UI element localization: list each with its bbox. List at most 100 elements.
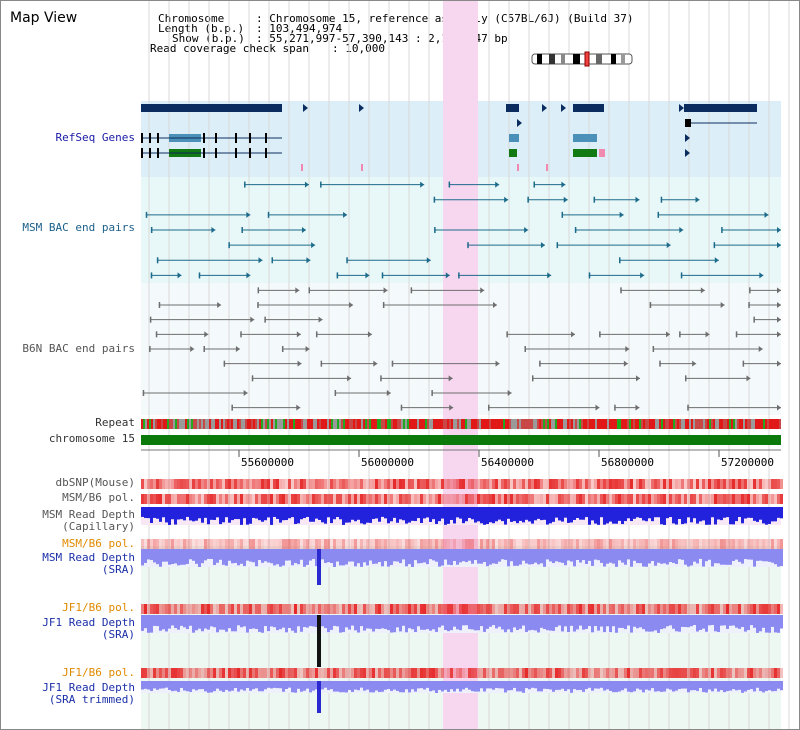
- track-label-jf1-depth-sra[interactable]: JF1 Read Depth: [42, 616, 135, 629]
- depth-bar: [339, 681, 342, 693]
- polymorphism-cell: [396, 494, 399, 504]
- polymorphism-cell: [468, 539, 471, 549]
- depth-bar: [765, 615, 768, 633]
- depth-bar: [750, 615, 753, 626]
- depth-bar: [420, 507, 423, 523]
- msm-bac-pair-end: [150, 227, 153, 233]
- repeat-block: [583, 419, 585, 429]
- track-label-jf1-depth-trim[interactable]: JF1 Read Depth: [42, 681, 135, 694]
- repeat-block: [317, 419, 319, 429]
- depth-bar: [222, 549, 225, 565]
- msm-bac-pair-end: [714, 257, 719, 264]
- depth-bar: [462, 549, 465, 562]
- repeat-block: [319, 419, 321, 429]
- track-label-msm-bac[interactable]: MSM BAC end pairs: [22, 221, 135, 234]
- polymorphism-cell: [249, 539, 252, 549]
- track-label-msm-b6-pol-2[interactable]: MSM/B6 pol.: [62, 537, 135, 550]
- depth-bar: [450, 681, 453, 690]
- repeat-block: [739, 419, 741, 429]
- b6n-bac-pair-end: [149, 316, 152, 323]
- track-label-jf1-b6-pol-1[interactable]: JF1/B6 pol.: [62, 601, 135, 614]
- polymorphism-cell: [267, 668, 270, 678]
- depth-bar: [435, 615, 438, 632]
- depth-bar: [153, 681, 156, 689]
- polymorphism-cell: [567, 494, 570, 504]
- msm-bac-track[interactable]: [145, 181, 781, 279]
- depth-bar: [663, 507, 666, 525]
- depth-bar: [573, 549, 576, 567]
- polymorphism-cell: [741, 668, 744, 678]
- polymorphism-cell: [192, 668, 195, 678]
- depth-bar: [621, 681, 624, 691]
- depth-bar: [213, 507, 216, 520]
- polymorphism-cell: [585, 668, 588, 678]
- depth-bar: [219, 549, 222, 560]
- polymorphism-cell: [687, 668, 690, 678]
- repeat-block: [775, 419, 777, 429]
- depth-bar: [696, 615, 699, 632]
- b6n-bac-pair-end: [203, 346, 205, 352]
- polymorphism-cell: [648, 539, 651, 549]
- repeat-block: [231, 419, 233, 429]
- polymorphism-cell: [411, 604, 414, 614]
- polymorphism-cell: [387, 604, 390, 614]
- repeat-block: [265, 419, 267, 429]
- repeat-block: [513, 419, 515, 429]
- polymorphism-cell: [627, 539, 630, 549]
- polymorphism-cell: [498, 604, 501, 614]
- polymorphism-cell: [705, 604, 708, 614]
- depth-bar: [573, 681, 576, 690]
- depth-bar: [603, 549, 606, 567]
- depth-bar: [615, 681, 618, 693]
- depth-bar: [531, 549, 534, 565]
- depth-bar: [675, 681, 678, 691]
- repeat-block: [411, 419, 413, 429]
- polymorphism-cell: [570, 668, 573, 678]
- track-label-msm-depth-sra[interactable]: MSM Read Depth: [42, 551, 135, 564]
- polymorphism-cell: [264, 668, 267, 678]
- track-label-dbsnp[interactable]: dbSNP(Mouse): [55, 476, 135, 489]
- track-label-msm-depth-cap[interactable]: MSM Read Depth: [42, 508, 135, 521]
- polymorphism-cell: [381, 479, 384, 489]
- polymorphism-cell: [279, 479, 282, 489]
- refseq-gene-track[interactable]: [141, 104, 757, 171]
- depth-bar: [237, 507, 240, 520]
- repeat-block: [333, 419, 335, 429]
- polymorphism-cell: [699, 668, 702, 678]
- repeat-block: [313, 419, 315, 429]
- depth-bar: [612, 507, 615, 524]
- track-label-jf1-b6-pol-2[interactable]: JF1/B6 pol.: [62, 666, 135, 679]
- depth-bar: [633, 507, 636, 519]
- b6n-bac-pair-end: [257, 287, 260, 294]
- repeat-block: [419, 419, 421, 429]
- polymorphism-cell: [639, 494, 642, 504]
- polymorphism-cell: [273, 494, 276, 504]
- depth-bar: [153, 507, 156, 518]
- polymorphism-cell: [459, 539, 462, 549]
- repeat-block: [281, 419, 283, 429]
- depth-bar: [636, 681, 639, 689]
- polymorphism-cell: [333, 494, 336, 504]
- polymorphism-cell: [465, 479, 468, 489]
- track-label-b6n-bac[interactable]: B6N BAC end pairs: [22, 342, 135, 355]
- polymorphism-cell: [690, 539, 693, 549]
- polymorphism-cell: [177, 539, 180, 549]
- msm-bac-pair-end: [533, 181, 535, 188]
- polymorphism-cell: [564, 479, 567, 489]
- repeat-block: [591, 419, 593, 429]
- b6n-bac-pair-end: [448, 375, 453, 382]
- polymorphism-cell: [528, 539, 531, 549]
- depth-bar: [270, 549, 273, 564]
- polymorphism-cell: [684, 494, 687, 504]
- polymorphism-cell: [771, 494, 774, 504]
- b6n-bac-track[interactable]: [142, 287, 781, 411]
- b6n-bac-pair-end: [495, 360, 500, 367]
- track-label-refseq[interactable]: RefSeq Genes: [55, 131, 135, 144]
- repeat-block: [357, 419, 359, 429]
- msm-bac-pair-end: [764, 211, 769, 218]
- track-label-msm-b6-pol-1[interactable]: MSM/B6 pol.: [62, 491, 135, 504]
- b6n-bac-pair-end: [190, 346, 195, 352]
- repeat-block: [297, 419, 299, 429]
- depth-bar: [234, 681, 237, 689]
